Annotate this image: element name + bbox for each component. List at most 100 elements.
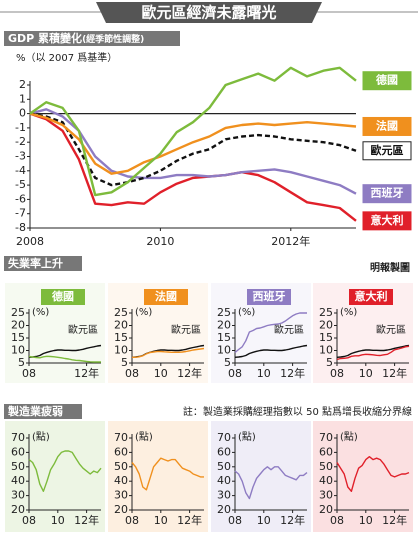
y-tick-label: -5 <box>15 178 26 191</box>
y-tick-label: 1 <box>19 92 26 105</box>
y-tick-label: 70 <box>11 431 25 444</box>
series-line <box>28 355 101 363</box>
y-tick-label: -1 <box>15 121 26 134</box>
legend-label: 德國 <box>375 73 398 87</box>
y-tick-label: 15 <box>217 331 231 344</box>
y-tick-label: 5 <box>224 356 231 369</box>
y-tick-label: 25 <box>217 306 231 319</box>
x-tick-label: 08 <box>330 367 344 380</box>
series-line <box>28 344 102 358</box>
y-tick-label: 5 <box>326 356 333 369</box>
panel-title: 意大利 <box>355 289 388 303</box>
y-tick-label: 60 <box>11 445 25 458</box>
y-tick-label: 30 <box>114 489 128 502</box>
y-tick-label: 0 <box>19 107 26 120</box>
panel-title-box <box>349 289 393 305</box>
y-tick-label: 30 <box>319 489 333 502</box>
y-tick-label: 10 <box>11 344 25 357</box>
section-bar <box>4 31 180 46</box>
y-tick-label: 20 <box>319 503 333 516</box>
y-axis-label: (點) <box>238 430 256 443</box>
x-tick-label: 10 <box>359 367 373 380</box>
y-tick-label: 40 <box>319 474 333 487</box>
note: 註：製造業採購經理指數以 50 點爲增長收縮分界線 <box>183 405 412 418</box>
x-tick-label: 10 <box>257 514 271 527</box>
y-tick-label: 10 <box>319 344 333 357</box>
x-tick-label: 2012年 <box>271 234 310 248</box>
x-tick-label: 12年 <box>382 513 407 527</box>
y-tick-label: 5 <box>121 356 128 369</box>
x-tick-label: 08 <box>22 514 36 527</box>
y-tick-label: 60 <box>114 445 128 458</box>
y-tick-label: 40 <box>11 474 25 487</box>
panel-title: 法國 <box>155 289 177 303</box>
series-line <box>234 312 307 354</box>
y-tick-label: 10 <box>114 344 128 357</box>
chart-title-main: GDP 累積變化 <box>8 31 82 45</box>
series-line <box>28 450 102 492</box>
series-line <box>234 344 308 358</box>
y-tick-label: 10 <box>217 344 231 357</box>
x-tick-label: 2008 <box>16 235 44 248</box>
section-title: 失業率上升 <box>8 256 63 270</box>
series-line <box>29 66 357 197</box>
y-tick-label: 60 <box>217 445 231 458</box>
series-line <box>29 112 357 187</box>
series-line <box>132 347 205 358</box>
legend-box <box>362 71 412 91</box>
x-tick-label: 12年 <box>74 513 99 527</box>
series-line <box>234 466 308 500</box>
y-tick-label: 40 <box>114 474 128 487</box>
y-axis-label: (點) <box>340 430 358 443</box>
y-tick-label: -4 <box>15 164 26 177</box>
y-tick-label: 30 <box>11 489 25 502</box>
series-line <box>29 112 357 222</box>
y-tick-label: 5 <box>18 356 25 369</box>
y-tick-label: 50 <box>319 460 333 473</box>
panel-background <box>211 421 311 532</box>
series-line <box>336 345 410 361</box>
section-bar <box>4 256 82 271</box>
y-tick-label: 15 <box>11 331 25 344</box>
panel-title-box <box>144 289 188 305</box>
y-tick-label: 20 <box>114 503 128 516</box>
panel-title: 德國 <box>51 289 74 303</box>
y-tick-label: 70 <box>114 431 128 444</box>
legend-box <box>362 184 412 204</box>
x-tick-label: 12年 <box>177 513 202 527</box>
series-label: 歐元區 <box>376 323 406 336</box>
panel-background <box>5 421 105 532</box>
x-tick-label: 12年 <box>177 366 202 380</box>
x-tick-label: 12年 <box>382 366 407 380</box>
y-tick-label: 20 <box>319 319 333 332</box>
y-tick-label: 15 <box>319 331 333 344</box>
y-tick-label: 25 <box>114 306 128 319</box>
y-tick-label: 2 <box>19 78 26 91</box>
series-label: 歐元區 <box>68 323 98 336</box>
y-axis-label: (%) <box>238 307 255 318</box>
x-tick-label: 10 <box>154 514 168 527</box>
x-tick-label: 12年 <box>280 366 305 380</box>
y-tick-label: -7 <box>15 207 26 220</box>
y-tick-label: 50 <box>217 460 231 473</box>
x-tick-label: 08 <box>22 367 36 380</box>
y-axis-label: %（以 2007 爲基準） <box>16 51 117 64</box>
series-line <box>29 108 357 195</box>
x-tick-label: 12年 <box>74 366 99 380</box>
y-tick-label: 15 <box>114 331 128 344</box>
y-tick-label: 70 <box>319 431 333 444</box>
legend-label: 意大利 <box>371 213 404 227</box>
x-tick-label: 08 <box>228 367 242 380</box>
section-bar <box>4 404 82 419</box>
y-tick-label: 40 <box>217 474 231 487</box>
y-tick-label: -2 <box>15 135 26 148</box>
panel-background <box>108 421 208 532</box>
y-axis-label: (%) <box>32 307 49 318</box>
panel-title-box <box>247 289 291 305</box>
x-tick-label: 12年 <box>280 513 305 527</box>
series-label: 歐元區 <box>171 323 201 336</box>
y-tick-label: 20 <box>217 503 231 516</box>
y-axis-label: (%) <box>135 307 152 318</box>
